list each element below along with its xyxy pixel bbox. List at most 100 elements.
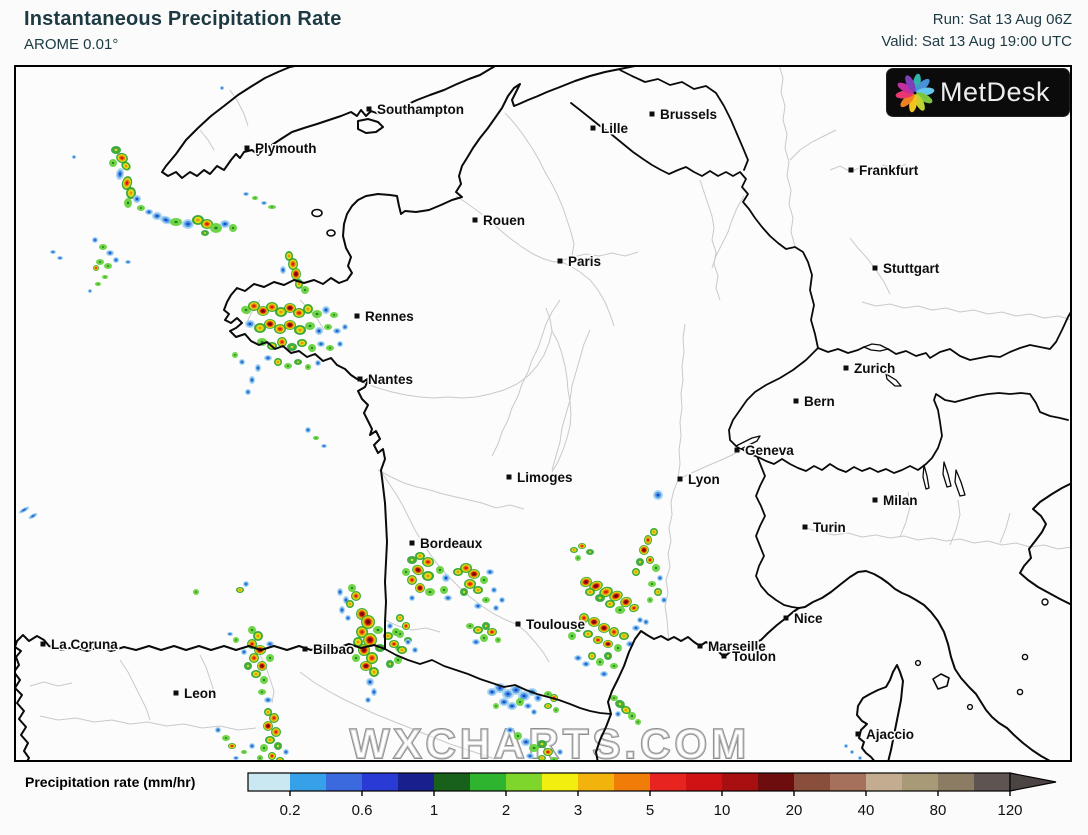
precip-cell-blue (845, 745, 847, 747)
precip-cell-orange (386, 634, 390, 638)
precip-cell-blue (514, 688, 518, 692)
city-marker (793, 398, 799, 404)
legend-segment (614, 773, 650, 791)
lakes-layer (735, 343, 966, 497)
precip-cell-red (404, 624, 408, 628)
precip-cell-green (404, 570, 408, 574)
precip-cell-orange (277, 758, 283, 760)
precip-cell-yellow (540, 742, 544, 746)
precip-cell-blue (528, 755, 532, 757)
precip-cell-blue (164, 218, 168, 222)
precip-cell-red (280, 340, 284, 344)
precip-cell-blue (135, 197, 139, 201)
precip-cell-blue (186, 222, 190, 226)
precip-cell-dark (366, 620, 370, 624)
lake-garda (954, 469, 966, 497)
precip-cell-green (259, 757, 261, 759)
precip-cell-orange (590, 654, 594, 658)
precip-cell-yellow (296, 361, 300, 363)
precip-cell-yellow (598, 596, 602, 600)
precip-cell-orange (456, 570, 460, 574)
legend-tick-label: 0.2 (280, 802, 301, 819)
precip-cell-blue (414, 649, 416, 651)
precip-cell-blue (495, 607, 497, 609)
precip-cell-dark (288, 323, 292, 327)
precip-cell-orange (287, 254, 291, 258)
precip-cell-blue (659, 577, 661, 579)
precip-cell-yellow (246, 664, 250, 668)
precip-cell-blue (639, 619, 641, 621)
precip-cell-dark (364, 664, 368, 668)
legend-label: Precipitation rate (mm/hr) (25, 774, 196, 790)
precip-cell-blue (266, 699, 270, 701)
precip-cell-yellow (462, 590, 466, 594)
precip-cell-green (650, 583, 654, 585)
pinwheel-petal (915, 78, 930, 93)
city-label: Nice (794, 611, 823, 626)
precip-cell-blue (223, 222, 227, 226)
city-marker (872, 265, 878, 271)
city-marker (697, 643, 703, 649)
precip-cell-dark (418, 586, 422, 590)
precip-cell-blue (344, 326, 346, 328)
precip-cell-green (598, 660, 602, 664)
precip-cell-blue (536, 696, 540, 700)
precip-cell-dark (606, 642, 610, 646)
precip-cell-blue (444, 576, 448, 580)
precip-cell-red (297, 311, 301, 315)
precip-cell-blue (407, 641, 409, 643)
precip-cell-green (139, 207, 143, 209)
precip-cell-blue (94, 239, 96, 241)
legend-tick-label: 80 (930, 802, 947, 819)
precip-cell-green (332, 314, 336, 316)
city-marker (734, 447, 740, 453)
precip-cell-green (270, 206, 274, 208)
precip-cell-blue (493, 589, 495, 591)
precip-cell-green (231, 226, 235, 230)
precip-cell-blue (411, 597, 413, 599)
precip-cell-red (468, 582, 472, 586)
precip-cell-blue (243, 651, 245, 653)
precip-cell-orange (306, 307, 310, 311)
precip-cell-orange (608, 602, 612, 606)
legend-tick-label: 20 (786, 802, 803, 819)
precip-cell-orange (372, 670, 376, 674)
precip-cell-blue (89, 290, 91, 292)
precip-cell-orange (266, 710, 270, 714)
precip-cell-dark (584, 580, 588, 584)
precip-cell-red (370, 656, 374, 660)
wxcharts-watermark: WXCHARTS.COM (350, 720, 750, 767)
precipitation-layer (18, 86, 862, 760)
legend-segment (650, 773, 686, 791)
legend-segment (902, 773, 938, 791)
precip-cell-blue (490, 690, 494, 694)
precip-cell-blue (52, 251, 54, 253)
city-marker (783, 615, 789, 621)
precip-cell-blue (266, 357, 270, 359)
city-marker (843, 365, 849, 371)
island-small-3 (1041, 598, 1049, 606)
precip-cell-blue (533, 711, 535, 713)
legend-segment (434, 773, 470, 791)
precip-cell-blue (501, 599, 503, 601)
precip-cell-yellow (576, 626, 580, 630)
precip-cell-red (270, 305, 274, 309)
legend-segment (542, 773, 578, 791)
precip-cell-dark (261, 309, 265, 313)
legend-segment (248, 773, 290, 791)
metdesk-pinwheel-icon (895, 73, 935, 112)
pinwheel-petal (916, 92, 933, 103)
island-small-1 (914, 659, 922, 667)
precip-cell-green (250, 628, 254, 632)
precip-cell-dark (368, 638, 372, 642)
precip-cell-red (546, 750, 550, 754)
precip-cell-red (354, 594, 358, 598)
city-label: Toulouse (526, 617, 585, 632)
precip-cell-blue (559, 751, 561, 753)
coastline-spain-north (16, 634, 386, 760)
city-label: Nantes (368, 372, 413, 387)
precip-cell-blue (235, 757, 237, 759)
city-label: Turin (813, 520, 846, 535)
precip-cell-blue (317, 329, 321, 333)
